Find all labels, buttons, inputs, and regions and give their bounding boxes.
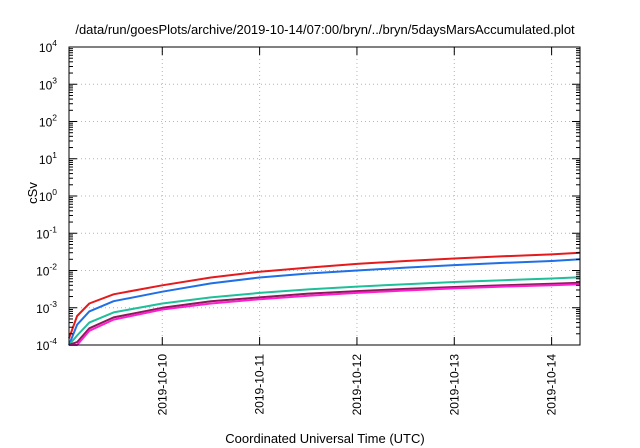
series-line-5 (69, 283, 581, 346)
x-tick-label: 2019-10-12 (350, 354, 364, 416)
x-axis-label: Coordinated Universal Time (UTC) (225, 431, 424, 446)
x-tick-label: 2019-10-10 (155, 354, 169, 416)
x-tick-label: 2019-10-11 (253, 354, 267, 415)
series-lines (68, 251, 581, 346)
y-tick-label: 100 (39, 187, 57, 204)
series-line-2 (68, 258, 581, 346)
y-tick-label: 10-1 (36, 224, 57, 241)
y-tick-label: 102 (39, 113, 57, 130)
grid-lines (69, 47, 580, 345)
series-line-4 (68, 281, 581, 346)
x-tick-label: 2019-10-13 (447, 354, 461, 416)
y-tick-label: 101 (39, 150, 57, 167)
chart-title: /data/run/goesPlots/archive/2019-10-14/0… (75, 22, 575, 37)
y-tick-label: 10-2 (36, 262, 57, 279)
series-line-3 (68, 276, 581, 346)
y-tick-labels: 104 103 102 101 100 10-1 10-2 10-3 10-4 (36, 38, 57, 353)
y-axis-label: cSv (25, 182, 40, 204)
axis-ticks (69, 46, 580, 346)
x-tick-labels: 2019-10-10 2019-10-11 2019-10-12 2019-10-13… (155, 354, 558, 416)
y-tick-label: 10-4 (36, 336, 57, 353)
y-tick-label: 103 (39, 75, 57, 92)
y-tick-label: 104 (39, 38, 57, 55)
y-tick-label: 10-3 (36, 299, 57, 316)
x-tick-label: 2019-10-14 (545, 354, 559, 416)
series-line-1 (68, 251, 581, 339)
